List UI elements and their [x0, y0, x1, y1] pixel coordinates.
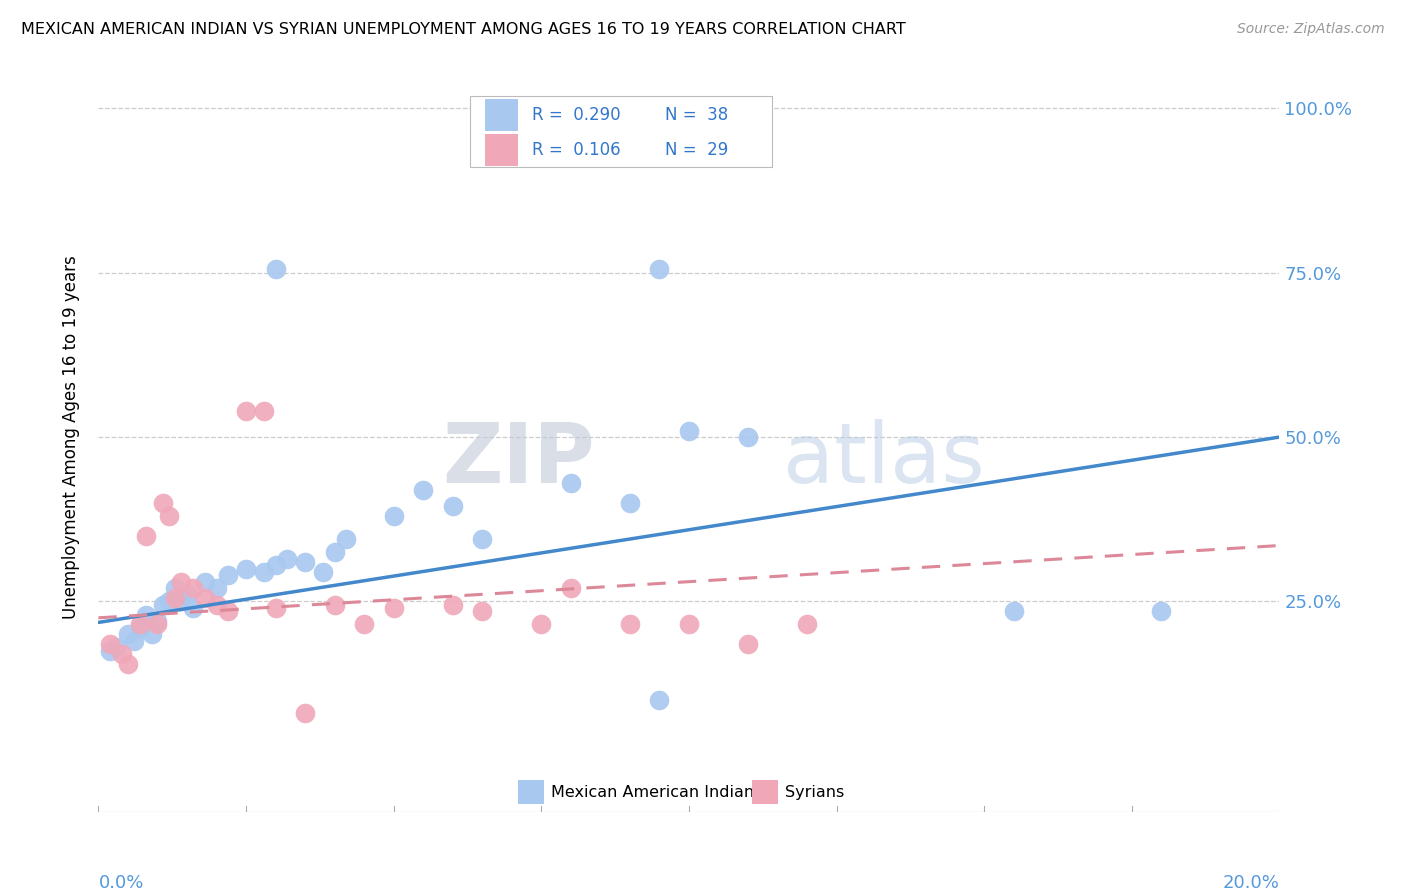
Point — [157, 594, 180, 608]
Bar — [517, 780, 544, 805]
Point — [128, 621, 150, 635]
Text: MEXICAN AMERICAN INDIAN VS SYRIAN UNEMPLOYMENT AMONG AGES 16 TO 19 YEARS CORRELA: MEXICAN AMERICAN INDIAN VS SYRIAN UNEMPL… — [21, 22, 905, 37]
FancyBboxPatch shape — [471, 96, 772, 168]
Point — [217, 568, 239, 582]
Point — [194, 591, 217, 606]
Point — [181, 581, 204, 595]
Point — [135, 607, 157, 622]
Point — [152, 598, 174, 612]
Point — [276, 551, 298, 566]
Point — [264, 262, 287, 277]
Point — [253, 404, 276, 418]
Text: N =  29: N = 29 — [665, 141, 728, 159]
Point — [353, 617, 375, 632]
Point — [619, 496, 641, 510]
Point — [382, 601, 405, 615]
Point — [141, 627, 163, 641]
Point — [294, 706, 316, 720]
Point — [253, 565, 276, 579]
Bar — [485, 135, 517, 166]
Point — [1150, 604, 1173, 618]
Text: atlas: atlas — [783, 419, 986, 500]
Point — [194, 574, 217, 589]
Bar — [752, 780, 778, 805]
Point — [648, 693, 671, 707]
Point — [560, 476, 582, 491]
Point — [111, 647, 134, 661]
Bar — [485, 99, 517, 130]
Text: ZIP: ZIP — [441, 419, 595, 500]
Point — [1002, 604, 1025, 618]
Point — [678, 617, 700, 632]
Text: Source: ZipAtlas.com: Source: ZipAtlas.com — [1237, 22, 1385, 37]
Point — [117, 627, 139, 641]
Point — [157, 508, 180, 523]
Point — [737, 637, 759, 651]
Point — [264, 558, 287, 573]
Point — [619, 617, 641, 632]
Point — [382, 508, 405, 523]
Point — [648, 262, 671, 277]
Text: 0.0%: 0.0% — [98, 874, 143, 892]
Point — [152, 496, 174, 510]
Text: Syrians: Syrians — [785, 785, 844, 800]
Point — [560, 581, 582, 595]
Point — [165, 581, 187, 595]
Point — [217, 604, 239, 618]
Point — [323, 598, 346, 612]
Point — [294, 555, 316, 569]
Text: 20.0%: 20.0% — [1223, 874, 1279, 892]
Point — [165, 591, 187, 606]
Point — [205, 598, 228, 612]
Point — [98, 643, 121, 657]
Point — [471, 604, 494, 618]
Point — [737, 430, 759, 444]
Point — [323, 545, 346, 559]
Point — [170, 574, 193, 589]
Point — [471, 532, 494, 546]
Point — [122, 633, 145, 648]
Point — [128, 617, 150, 632]
Point — [146, 617, 169, 632]
Point — [105, 640, 128, 655]
Point — [678, 424, 700, 438]
Text: N =  38: N = 38 — [665, 106, 728, 124]
Point — [335, 532, 357, 546]
Point — [235, 561, 257, 575]
Point — [441, 598, 464, 612]
Point — [146, 614, 169, 628]
Point — [530, 617, 553, 632]
Point — [181, 601, 204, 615]
Point — [441, 499, 464, 513]
Point — [205, 581, 228, 595]
Point — [412, 483, 434, 497]
Text: Mexican American Indians: Mexican American Indians — [551, 785, 762, 800]
Point — [170, 594, 193, 608]
Point — [117, 657, 139, 671]
Text: R =  0.106: R = 0.106 — [531, 141, 620, 159]
Point — [796, 617, 818, 632]
Point — [264, 601, 287, 615]
Point — [98, 637, 121, 651]
Y-axis label: Unemployment Among Ages 16 to 19 years: Unemployment Among Ages 16 to 19 years — [62, 255, 80, 619]
Text: R =  0.290: R = 0.290 — [531, 106, 620, 124]
Point — [312, 565, 335, 579]
Point — [135, 529, 157, 543]
Point — [235, 404, 257, 418]
Point — [176, 588, 198, 602]
